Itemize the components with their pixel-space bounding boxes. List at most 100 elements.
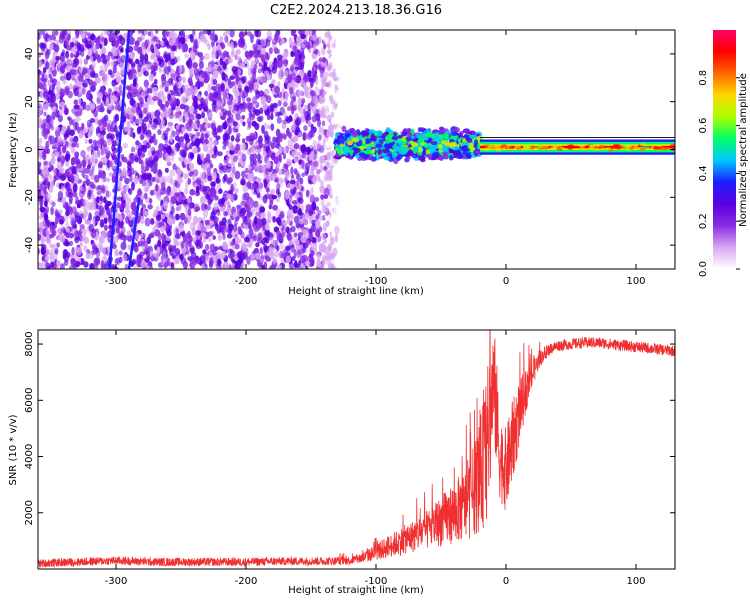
- spectrogram-cell: [153, 155, 158, 162]
- spectrogram-cell: [61, 185, 66, 192]
- spectrogram-cell: [320, 198, 325, 208]
- spectrogram-cell: [149, 146, 155, 152]
- spectrogram-cell: [63, 133, 70, 138]
- spectrogram-cell: [44, 90, 49, 96]
- spectrogram-cell: [346, 248, 352, 257]
- spectrogram-cell: [236, 61, 242, 68]
- spectrogram-cell: [177, 199, 184, 205]
- spectrogram-cell: [227, 248, 234, 254]
- spectrogram-cell: [290, 107, 295, 115]
- spectrogram-cell: [346, 265, 351, 269]
- spectrogram-cell: [252, 206, 258, 213]
- spectrogram-cell: [53, 151, 60, 158]
- spectrogram-cell: [311, 67, 315, 76]
- spectrogram-cell: [270, 264, 277, 269]
- spectrogram-cell: [168, 40, 175, 46]
- spectrogram-cell: [313, 242, 318, 251]
- spectrogram-cell: [202, 249, 207, 255]
- spectrogram-cell: [196, 119, 201, 129]
- spectrogram-cell: [128, 152, 134, 161]
- spectrogram-cell: [71, 165, 77, 175]
- spectrogram-cell: [107, 88, 112, 94]
- spectrogram-cell: [103, 148, 109, 154]
- spectrogram-cell: [277, 191, 282, 198]
- spectrogram-cell: [71, 247, 75, 256]
- spectrogram-cell: [241, 76, 246, 85]
- spectrogram-cell: [207, 231, 214, 237]
- spectrogram-cell: [42, 66, 47, 74]
- spectrogram-cell: [179, 103, 186, 110]
- spectrogram-cell: [51, 83, 56, 91]
- spectrogram-cell: [150, 64, 155, 73]
- spectrogram-cell: [340, 208, 345, 219]
- spectrogram-cell: [301, 159, 305, 169]
- spectrogram-cell: [184, 238, 189, 246]
- spectrogram-cell: [187, 198, 191, 204]
- spectrogram-cell: [159, 58, 165, 68]
- spectrogram-cell: [274, 85, 281, 93]
- spectrogram-cell: [325, 152, 332, 161]
- spectrogram-cell: [245, 86, 250, 94]
- spectrogram-cell: [194, 138, 200, 147]
- spectrogram-cell: [65, 227, 70, 233]
- spectrogram-cell: [278, 70, 282, 77]
- spectrogram-cell: [264, 245, 268, 253]
- spectrogram-cell: [51, 111, 56, 120]
- spectrogram-cell: [334, 218, 341, 224]
- spectrogram-cell: [300, 144, 306, 154]
- spectrogram-cell: [114, 104, 119, 111]
- spectrogram-cell: [39, 90, 44, 99]
- spectrogram-cell: [43, 177, 49, 183]
- spectrogram-cell: [271, 65, 278, 75]
- spectrogram-cell: [88, 223, 95, 233]
- spectrogram-cell: [323, 205, 328, 213]
- spectrogram-cell: [266, 114, 271, 121]
- spectrogram-cell: [73, 99, 78, 105]
- spectrogram-cell: [88, 189, 93, 195]
- spectrogram-cell: [74, 151, 80, 158]
- spectrogram-cell: [273, 156, 279, 165]
- spectrogram-cell: [310, 243, 314, 251]
- spectrogram-cell: [51, 201, 56, 208]
- spectrogram-cell: [281, 123, 287, 130]
- spectrogram-cell: [151, 176, 156, 183]
- spectrogram-cell: [183, 217, 188, 225]
- spectrogram-cell: [95, 247, 99, 254]
- spectrogram-cell: [335, 259, 339, 265]
- spectrogram-cell: [71, 62, 76, 68]
- spectrogram-cell: [218, 111, 224, 117]
- spectrogram-cell: [71, 156, 77, 165]
- spectrogram-cell: [294, 239, 300, 246]
- spectrogram-cell: [207, 139, 213, 149]
- spectrogram-cell: [160, 181, 166, 190]
- spectrogram-cell: [150, 32, 155, 38]
- spectrogram-cell: [189, 221, 196, 231]
- spectrogram-cell: [145, 63, 151, 71]
- spectrogram-cell: [119, 176, 123, 182]
- spectrogram-cell: [169, 169, 176, 177]
- spectrogram-cell: [310, 250, 315, 256]
- spectrogram-cell: [92, 55, 97, 62]
- spectrogram-cell: [277, 168, 283, 176]
- spectrogram-cell: [62, 253, 67, 260]
- spectrogram-cell: [265, 187, 270, 193]
- spectrogram-cell: [299, 106, 304, 115]
- spectrogram-cell: [52, 34, 57, 41]
- spectrogram-cell: [273, 142, 277, 149]
- spectrogram-cell: [49, 248, 55, 256]
- spectrogram-cell: [311, 223, 317, 233]
- spectrogram-cell: [310, 186, 314, 195]
- spectrogram-cell: [267, 211, 272, 220]
- spectrogram-cell: [292, 45, 298, 52]
- spectrogram-cell: [229, 118, 235, 124]
- spectrogram-cell: [158, 143, 164, 152]
- spectrogram-cell: [101, 170, 106, 179]
- spectrogram-cell: [316, 141, 322, 149]
- spectrogram-cell: [321, 244, 327, 253]
- spectrogram-cell: [189, 188, 196, 196]
- spectrogram-cell: [343, 193, 349, 200]
- spectrogram-cell: [218, 200, 224, 208]
- spectrogram-cell: [113, 153, 117, 163]
- spectrogram-cell: [317, 64, 322, 70]
- spectrogram-cell: [260, 53, 266, 63]
